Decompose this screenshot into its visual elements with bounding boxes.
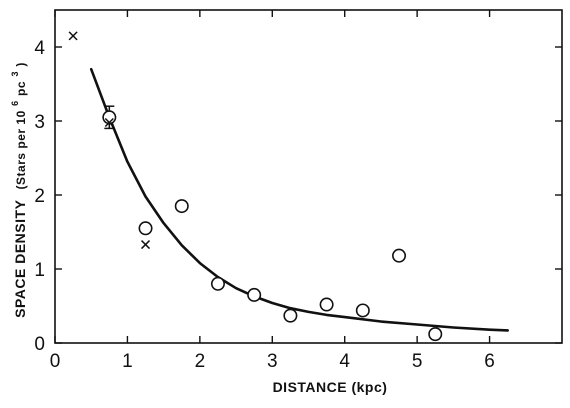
x-tick-label: 0 bbox=[50, 351, 61, 372]
tick-labels: 0 1 2 3 4 5 6 0 1 2 3 4 bbox=[34, 38, 494, 372]
data-point-circle bbox=[138, 221, 153, 236]
fit-curve bbox=[89, 67, 510, 332]
x-tick-label: 4 bbox=[339, 351, 350, 372]
data-point-circle bbox=[174, 199, 189, 214]
data-point-x bbox=[68, 31, 78, 41]
data-point-circle bbox=[355, 303, 370, 318]
y-axis-title-exp3: 3 bbox=[10, 71, 20, 77]
x-tick-label: 2 bbox=[195, 351, 206, 372]
y-tick-label: 1 bbox=[34, 260, 45, 281]
data-point-circle bbox=[319, 297, 334, 312]
data-point-circle bbox=[428, 327, 443, 342]
x-tick-label: 3 bbox=[267, 351, 278, 372]
y-tick-label: 4 bbox=[34, 38, 45, 59]
y-tick-label: 0 bbox=[34, 334, 45, 355]
y-axis-title: SPACE DENSITY (Stars per 10 6 pc 3 ) bbox=[5, 62, 28, 318]
x-axis-title: DISTANCE (kpc) bbox=[273, 379, 388, 395]
y-axis-title-pc: pc bbox=[14, 81, 28, 96]
y-axis-title-unit: (Stars per 10 bbox=[14, 110, 28, 189]
data-point-circle bbox=[247, 287, 262, 302]
y-axis-title-exp6: 6 bbox=[10, 100, 20, 106]
y-axis-title-main: SPACE DENSITY bbox=[12, 199, 28, 317]
x-tick-label: 5 bbox=[412, 351, 423, 372]
axis-ticks bbox=[54, 10, 562, 344]
data-point-circle bbox=[210, 276, 225, 291]
x-tick-label: 1 bbox=[122, 351, 133, 372]
plot-frame-rect bbox=[54, 9, 563, 344]
plot-frame bbox=[54, 9, 563, 344]
y-tick-label: 2 bbox=[34, 186, 45, 207]
x-tick-label: 6 bbox=[484, 351, 495, 372]
y-tick-label: 3 bbox=[34, 112, 45, 133]
fit-curve-group bbox=[89, 67, 510, 332]
data-markers bbox=[68, 31, 443, 342]
data-point-x bbox=[141, 240, 151, 250]
data-point-circle bbox=[283, 308, 298, 323]
data-point-circle bbox=[392, 248, 407, 263]
y-axis-title-close: ) bbox=[14, 62, 28, 67]
data-point-x bbox=[104, 117, 114, 128]
